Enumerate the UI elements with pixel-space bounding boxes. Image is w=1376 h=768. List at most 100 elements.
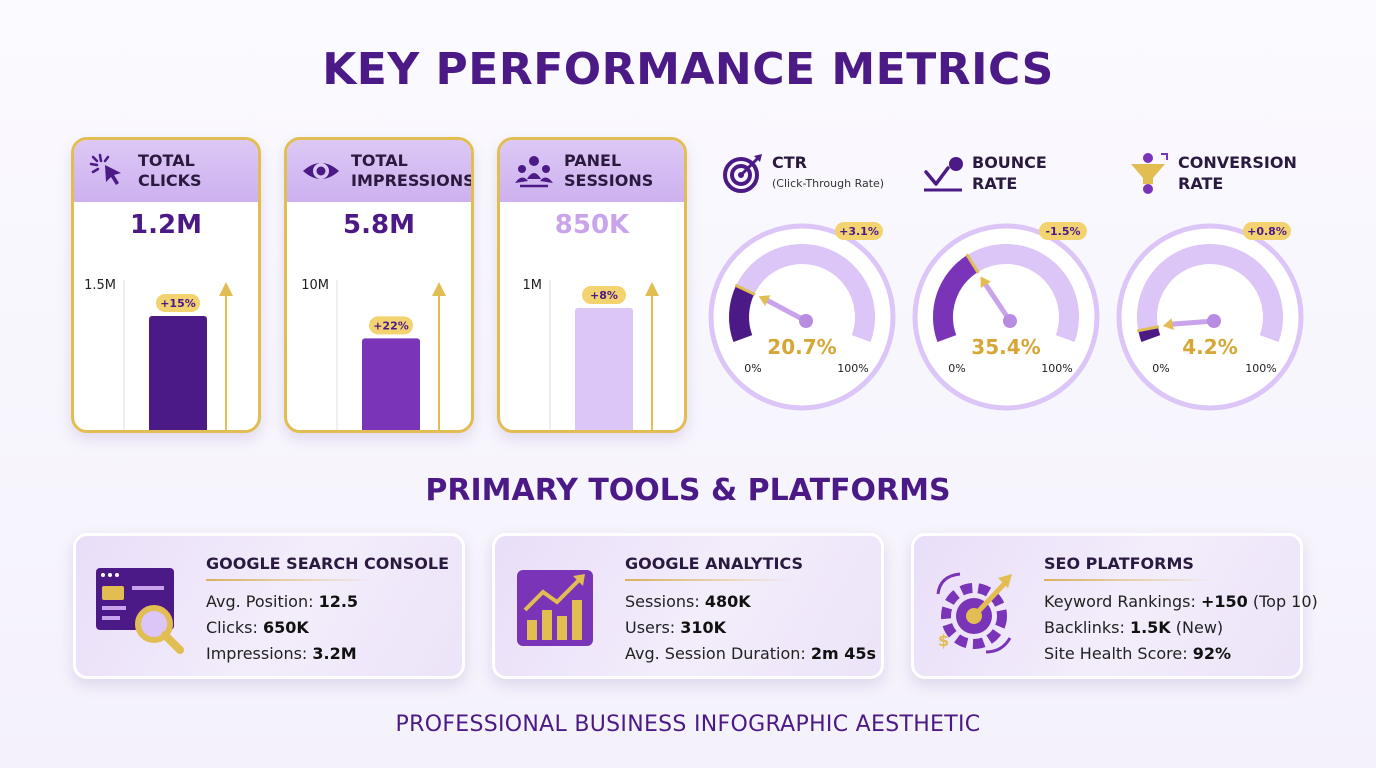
tool-stat-row: Avg. Position: 12.5 — [206, 592, 359, 611]
kpi-label: TOTAL CLICKS — [138, 151, 202, 190]
gauge-label: CTR (Click-Through Rate) — [772, 153, 885, 190]
kpi-label: PANEL SESSIONS — [564, 151, 654, 190]
change-badge-text: +8% — [590, 289, 618, 302]
gauge-ctr: 20.7% 0% 100% +3.1% — [708, 222, 896, 411]
title-underline — [625, 579, 795, 581]
gauge-label: BOUNCE RATE — [972, 153, 1047, 193]
trend-arrow-head — [432, 282, 446, 296]
change-badge — [156, 294, 200, 312]
users-group-icon — [515, 156, 553, 188]
kpi-bar-chart: 1M0+8% — [523, 278, 659, 430]
gauge-marker — [734, 283, 756, 296]
trend-arrow-head — [219, 282, 233, 296]
gauge-marker — [965, 253, 980, 274]
gauge-pivot — [1003, 314, 1017, 328]
change-badge-text: +22% — [373, 319, 409, 332]
kpi-value: 1.2M — [130, 210, 202, 240]
gauge-label: CONVERSION RATE — [1178, 153, 1297, 193]
gauge-max-label: 100% — [1245, 362, 1276, 375]
tool-card-seo-platforms: $ SEO PLATFORMS Keyword Rankings: +150 (… — [911, 533, 1318, 679]
gauge-max-label: 100% — [837, 362, 868, 375]
gauge-pivot — [799, 314, 813, 328]
gauge-header-bounce-rate: BOUNCE RATE — [922, 152, 1047, 194]
gauge-needle — [765, 298, 809, 324]
tool-stat-row: Users: 310K — [625, 618, 727, 637]
bar — [575, 308, 633, 430]
gauge-min-label: 0% — [744, 362, 761, 375]
gauge-min-label: 0% — [1152, 362, 1169, 375]
y-max-label: 1.5M — [84, 278, 116, 293]
kpi-header: TOTAL IMPRESSIONS — [287, 140, 471, 202]
gauge-value: 20.7% — [767, 335, 836, 359]
gauge-needle-tip — [980, 276, 991, 289]
gear-growth-icon: $ — [936, 572, 1012, 654]
change-badge — [582, 286, 626, 304]
section-title: PRIMARY TOOLS & PLATFORMS — [425, 473, 951, 508]
gauge-fill — [729, 285, 755, 342]
kpi-bar-chart: 1.5M0+15% — [84, 278, 233, 430]
eye-icon — [303, 163, 339, 179]
y-max-label: 10M — [301, 278, 329, 293]
gauge-needle — [983, 282, 1013, 324]
page-title: KEY PERFORMANCE METRICS — [322, 44, 1054, 95]
tool-stat-row: Impressions: 3.2M — [206, 644, 357, 663]
tool-title: SEO PLATFORMS — [1044, 554, 1194, 573]
browser-magnifier-icon — [96, 568, 184, 654]
tool-stat-row: Backlinks: 1.5K (New) — [1044, 618, 1224, 637]
change-badge-text: +0.8% — [1247, 225, 1287, 238]
change-badge-text: -1.5% — [1045, 225, 1080, 238]
tool-card-google-analytics: GOOGLE ANALYTICS Sessions: 480K Users: 3… — [492, 533, 884, 679]
bar — [362, 338, 420, 430]
tool-stat-row: Keyword Rankings: +150 (Top 10) — [1044, 592, 1318, 611]
kpi-header: TOTAL CLICKS — [74, 140, 258, 202]
change-badge — [369, 316, 413, 335]
svg-text:$: $ — [938, 631, 949, 650]
gauge-min-label: 0% — [948, 362, 965, 375]
gauge-value: 4.2% — [1182, 335, 1237, 359]
bar-chart-trend-icon — [517, 570, 593, 646]
trend-arrow-head — [645, 282, 659, 296]
gauge-header-ctr: CTR (Click-Through Rate) — [722, 152, 884, 194]
title-underline — [206, 579, 376, 581]
gauge-conversion-rate: 4.2% 0% 100% +0.8% — [1116, 222, 1304, 411]
gauge-pivot — [1207, 314, 1221, 328]
gauge-needle-tip — [758, 295, 771, 307]
kpi-bar-chart: 10M0+22% — [301, 278, 446, 430]
change-badge — [1039, 222, 1087, 240]
bar — [149, 316, 207, 430]
gauge-bounce-rate: 35.4% 0% 100% -1.5% — [912, 222, 1100, 411]
gauge-needle-tip — [1162, 318, 1174, 330]
change-badge — [1243, 222, 1291, 240]
tool-stat-row: Sessions: 480K — [625, 592, 751, 611]
tool-stat-row: Site Health Score: 92% — [1044, 644, 1232, 663]
gauge-fill — [933, 255, 979, 342]
footer-tagline: PROFESSIONAL BUSINESS INFOGRAPHIC AESTHE… — [395, 712, 981, 737]
bounce-arrow-icon — [924, 157, 963, 192]
kpi-header: PANEL SESSIONS — [500, 140, 684, 202]
gauge-marker — [1137, 325, 1160, 333]
gauge-max-label: 100% — [1041, 362, 1072, 375]
tool-stat-row: Avg. Session Duration: 2m 45s — [625, 644, 877, 663]
y-max-label: 1M — [523, 278, 543, 293]
kpi-value: 850K — [554, 210, 630, 240]
title-underline — [1044, 579, 1214, 581]
gauge-value: 35.4% — [971, 335, 1040, 359]
tool-title: GOOGLE SEARCH CONSOLE — [206, 554, 450, 573]
tool-title: GOOGLE ANALYTICS — [625, 554, 804, 573]
target-icon — [723, 154, 762, 193]
change-badge-text: +3.1% — [839, 225, 879, 238]
kpi-value: 5.8M — [343, 210, 415, 240]
funnel-icon — [1131, 153, 1168, 194]
cursor-click-icon — [89, 153, 121, 185]
change-badge — [835, 222, 883, 240]
tool-stat-row: Clicks: 650K — [206, 618, 309, 637]
gauge-track — [1137, 244, 1283, 342]
tool-card-google-search-console: GOOGLE SEARCH CONSOLE Avg. Position: 12.… — [73, 533, 465, 679]
kpi-label: TOTAL IMPRESSIONS — [351, 151, 474, 190]
change-badge-text: +15% — [160, 297, 196, 310]
gauge-header-conversion-rate: CONVERSION RATE — [1128, 152, 1297, 194]
gauge-fill — [1138, 326, 1161, 342]
